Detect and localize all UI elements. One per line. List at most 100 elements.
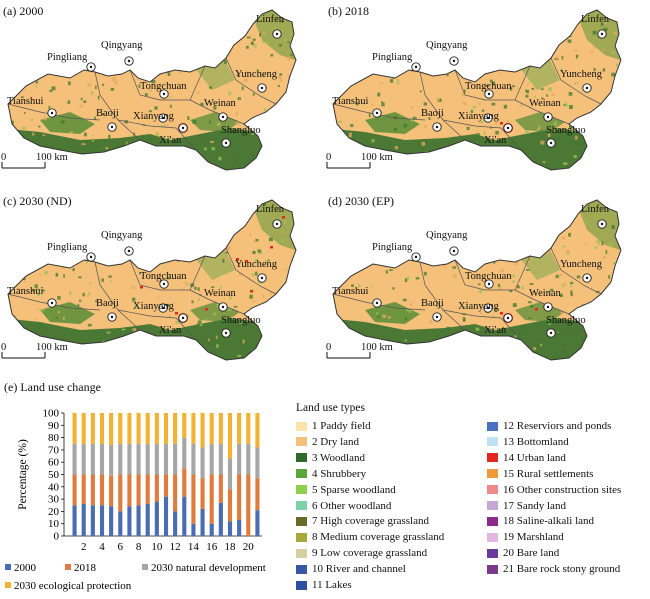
city-label: Xianyang — [458, 301, 500, 312]
legend-swatch — [487, 469, 498, 479]
legend-label: 8 Medium coverage grassland — [312, 531, 445, 544]
city-marker — [582, 273, 592, 283]
bar-segment — [154, 501, 159, 536]
panel-label: (d) 2030 (EP) — [328, 194, 394, 208]
city-label: Qingyang — [426, 230, 468, 241]
city-label: Weinan — [529, 98, 562, 109]
bar-segment — [182, 496, 187, 536]
legend-swatch — [487, 421, 498, 431]
bar-segment — [109, 444, 114, 476]
bar-segment — [90, 443, 95, 475]
county-boundaries — [7, 57, 277, 151]
legend-swatch — [487, 485, 498, 495]
city-marker — [372, 108, 382, 118]
city-marker — [178, 313, 188, 323]
bar-segment — [163, 413, 169, 444]
bar-segment — [200, 413, 205, 448]
bar-segment — [118, 443, 123, 475]
bar-segment — [90, 413, 95, 444]
y-tick-label: 70 — [48, 444, 60, 456]
scale-label: 100 km — [361, 152, 393, 163]
city-label: Pingliang — [47, 52, 88, 63]
scale-label: 100 km — [36, 342, 68, 353]
scale-bar — [326, 162, 371, 169]
bar-segment — [209, 523, 214, 536]
x-tick-label: 20 — [243, 541, 255, 553]
panel-label: (c) 2030 (ND) — [3, 194, 72, 208]
series-legend-label: 2000 — [14, 562, 37, 574]
city-marker — [449, 56, 459, 66]
panel-label: (b) 2018 — [328, 4, 369, 18]
city-label: Tianshui — [7, 96, 43, 107]
legend-label: 18 Saline-alkali land — [503, 515, 595, 528]
land-use-legend-item: 2 Dry land — [296, 436, 359, 448]
x-tick-label: 6 — [118, 541, 124, 553]
region-outline — [7, 199, 297, 361]
land-use-legend-item: 1 Paddy field — [296, 420, 371, 432]
land-use-legend-item: 8 Medium coverage grassland — [296, 531, 444, 543]
legend-label: 5 Sparse woodland — [312, 483, 396, 496]
city-label: Xianyang — [133, 301, 175, 312]
legend-label: 6 Other woodland — [312, 499, 392, 512]
city-marker — [257, 83, 267, 93]
land-use-legend-item: 21 Bare rock stony ground — [487, 563, 620, 575]
bar-segment — [99, 443, 105, 475]
region-outline — [7, 9, 297, 171]
bar-segment — [127, 443, 132, 475]
x-tick-label: 2 — [81, 541, 87, 553]
city-marker — [543, 112, 553, 122]
city-marker — [107, 312, 117, 322]
bar-segment — [246, 413, 251, 444]
land-use-legend-item: 12 Reserviors and ponds — [487, 420, 611, 432]
city-marker — [221, 138, 231, 148]
legend-swatch — [296, 501, 307, 510]
map-panel-2000: Linfen Pingliang Qingyang Yuncheng Tongchuan… — [0, 0, 325, 190]
land-use-legend-item: 7 High coverage grassland — [296, 515, 429, 527]
city-marker — [158, 303, 168, 313]
legend-swatch — [296, 421, 307, 431]
map-panel-2030-ep: Linfen Pingliang Qingyang Yuncheng Tongchuan… — [325, 190, 650, 380]
city-marker — [124, 246, 134, 256]
legend-label: 10 River and channel — [312, 563, 406, 576]
legend-swatch — [487, 516, 498, 526]
legend-swatch — [296, 548, 307, 558]
legend-label: 21 Bare rock stony ground — [503, 563, 621, 576]
city-marker — [432, 312, 442, 322]
city-marker — [372, 298, 382, 308]
city-label: Tongchuan — [140, 81, 187, 92]
legend-swatch — [296, 469, 307, 479]
x-tick-label: 8 — [136, 541, 142, 553]
city-label: Yuncheng — [235, 259, 278, 270]
city-label: Yuncheng — [235, 69, 278, 80]
city-label: Shangluo — [546, 315, 586, 326]
legend-label: 7 High coverage grassland — [312, 515, 429, 528]
map-svg: Linfen Pingliang Qingyang Yuncheng Tongchuan… — [326, 199, 622, 361]
city-marker — [483, 113, 493, 123]
bar-segment — [99, 474, 105, 506]
city-marker — [221, 328, 231, 338]
map-panel-2030-nd: Linfen Pingliang Qingyang Yuncheng Tongchuan… — [0, 190, 325, 380]
city-marker — [159, 279, 169, 289]
y-tick-label: 40 — [48, 481, 60, 493]
y-tick-label: 0 — [54, 531, 60, 543]
bar-segment — [127, 413, 132, 444]
legend-label: 11 Lakes — [312, 579, 352, 591]
panel-label: (a) 2000 — [3, 4, 44, 18]
bar-segment — [182, 468, 187, 497]
city-label: Yuncheng — [560, 259, 603, 270]
legend-swatch — [296, 564, 307, 574]
legend-swatch — [487, 532, 498, 542]
city-marker — [411, 62, 421, 72]
legend-swatch — [296, 516, 307, 526]
city-marker — [272, 29, 282, 39]
scale-label: 100 km — [36, 152, 68, 163]
bar-segment — [209, 443, 214, 475]
y-axis-label: Percentage (%) — [17, 439, 29, 510]
bar-segment — [209, 474, 214, 524]
legend-swatch — [487, 453, 498, 463]
bar-segment — [90, 505, 95, 536]
city-label: Qingyang — [101, 230, 143, 241]
city-label: Shangluo — [546, 125, 586, 136]
city-marker — [47, 298, 57, 308]
